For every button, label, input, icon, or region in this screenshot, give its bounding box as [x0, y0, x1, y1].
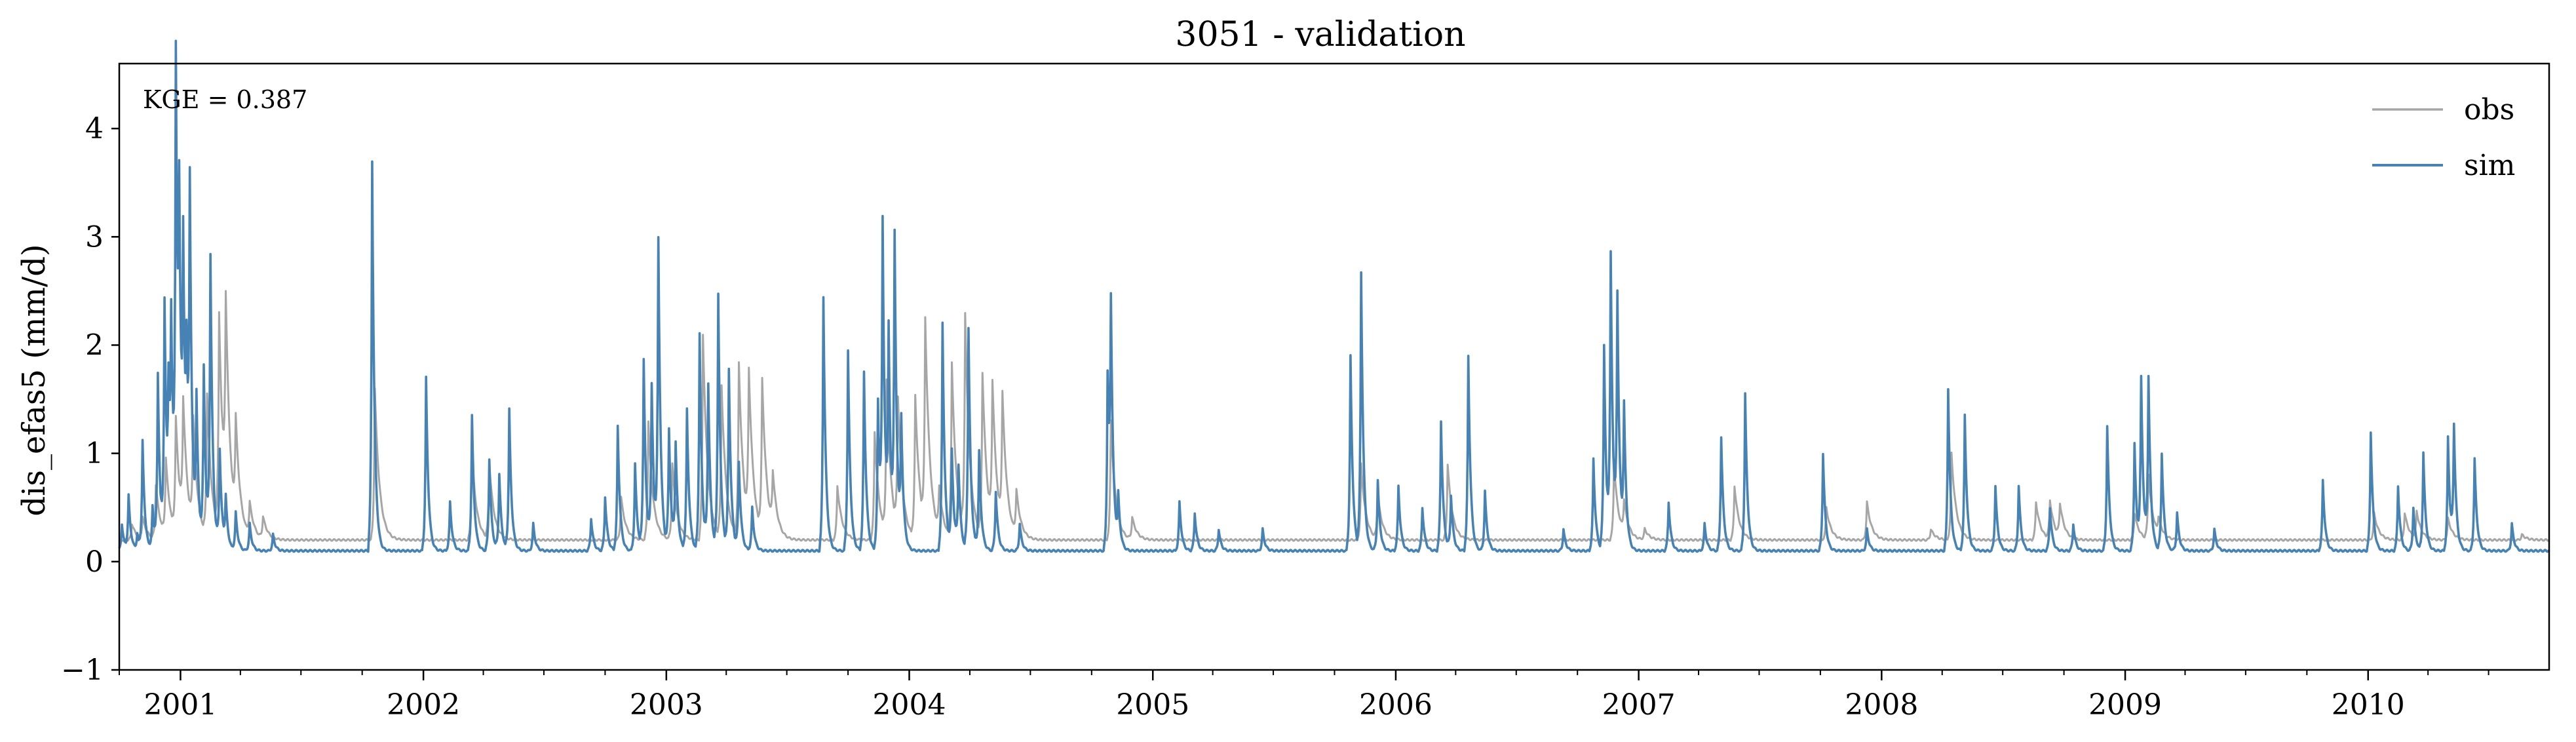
y-tick-label: 0	[85, 545, 104, 579]
plot-frame	[118, 62, 2550, 671]
y-tick-label: 3	[85, 220, 104, 254]
series-line-obs	[118, 290, 2550, 542]
x-tick-label: 2006	[1359, 688, 1432, 722]
x-tick-label: 2001	[144, 688, 217, 722]
chart-title: 3051 - validation	[1175, 15, 1465, 54]
legend-label-sim: sim	[2464, 149, 2515, 182]
x-tick-label: 2005	[1116, 688, 1189, 722]
y-tick-label: 1	[85, 437, 104, 471]
legend: obs sim	[2372, 93, 2515, 182]
kge-annotation: KGE = 0.387	[143, 85, 307, 114]
x-tick-label: 2002	[387, 688, 460, 722]
x-tick-label: 2008	[1845, 688, 1918, 722]
x-tick-label: 2007	[1602, 688, 1676, 722]
y-tick-label: −1	[61, 654, 104, 687]
x-tick-label: 2009	[2088, 688, 2162, 722]
x-axis-ticks: 2001 2002 2003 2004 2005 2006 2007 2008 2009 2010	[119, 670, 2489, 722]
series-group	[118, 39, 2550, 553]
x-tick-label: 2010	[2332, 688, 2405, 722]
y-tick-label: 2	[85, 328, 104, 362]
x-tick-label: 2003	[630, 688, 703, 722]
y-axis-label: dis_efas5 (mm/d)	[16, 244, 52, 516]
y-axis-ticks: −1 0 1 2 3 4	[61, 112, 119, 687]
series-line-sim	[118, 39, 2550, 553]
x-tick-label: 2004	[873, 688, 946, 722]
y-tick-label: 4	[85, 112, 104, 146]
legend-label-obs: obs	[2464, 93, 2514, 127]
